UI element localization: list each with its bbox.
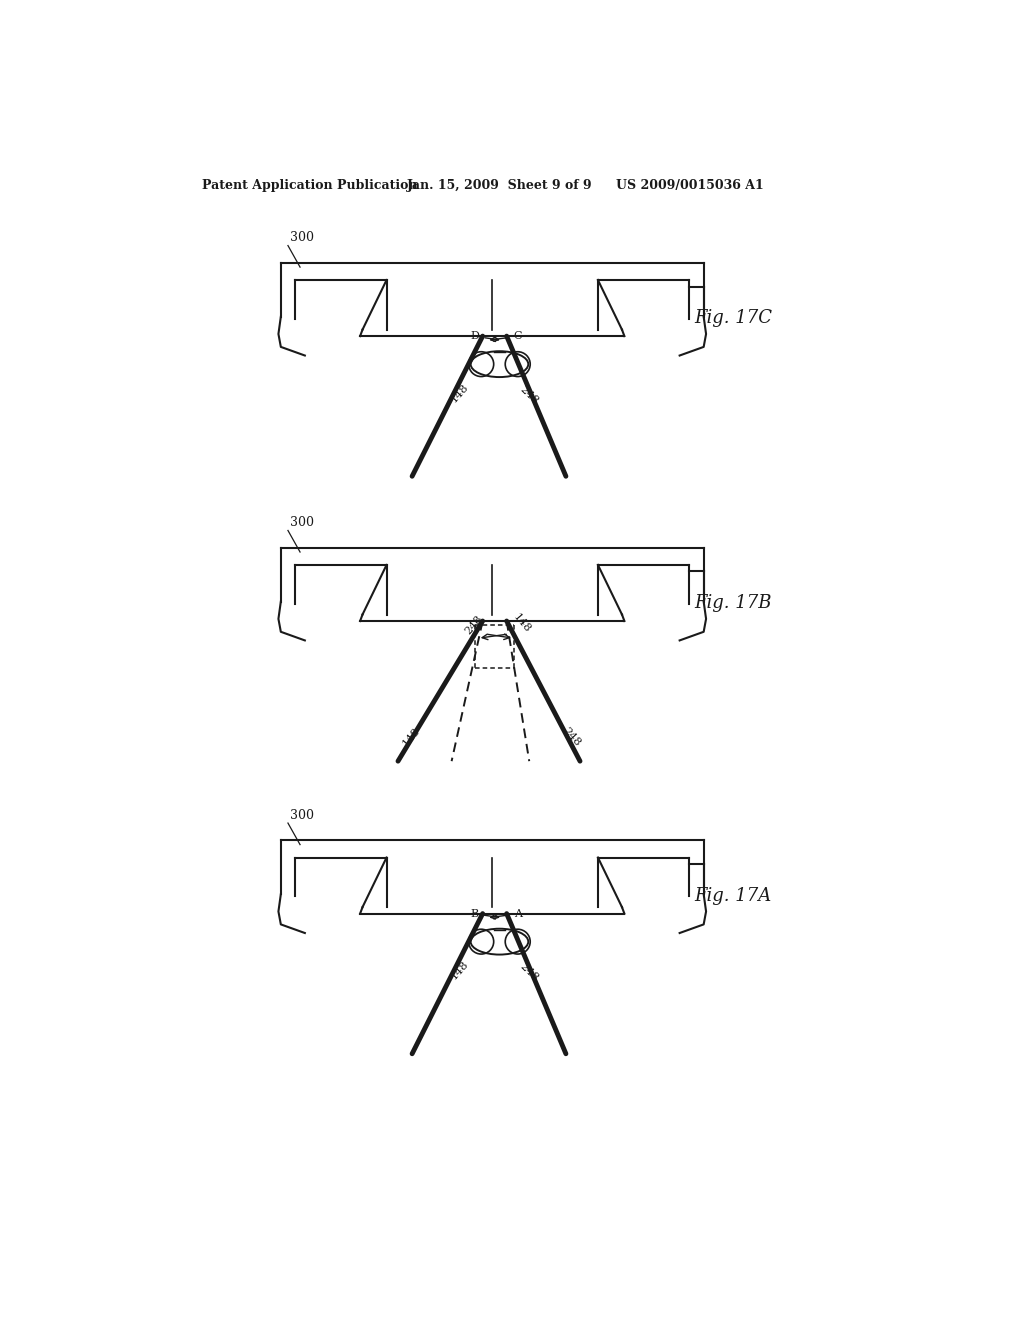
Text: 148: 148	[400, 725, 422, 748]
Text: C: C	[490, 331, 522, 342]
Text: 300: 300	[290, 809, 313, 822]
Text: A: A	[490, 909, 522, 919]
Text: US 2009/0015036 A1: US 2009/0015036 A1	[616, 178, 764, 191]
Text: 248: 248	[518, 961, 541, 983]
Text: 248: 248	[560, 726, 583, 748]
Text: B: B	[471, 909, 499, 919]
Text: 148: 148	[449, 381, 470, 404]
Text: Jan. 15, 2009  Sheet 9 of 9: Jan. 15, 2009 Sheet 9 of 9	[407, 178, 593, 191]
Text: 300: 300	[290, 516, 313, 529]
Text: 248: 248	[518, 384, 541, 407]
Text: Patent Application Publication: Patent Application Publication	[202, 178, 417, 191]
Text: 248: 248	[464, 614, 484, 636]
Text: Fig. 17B: Fig. 17B	[694, 594, 771, 612]
Text: 148: 148	[511, 612, 532, 635]
Text: Fig. 17C: Fig. 17C	[694, 309, 772, 327]
Text: D: D	[471, 331, 499, 342]
Text: 148: 148	[449, 958, 470, 981]
Text: 300: 300	[290, 231, 313, 244]
Text: Fig. 17A: Fig. 17A	[694, 887, 771, 904]
